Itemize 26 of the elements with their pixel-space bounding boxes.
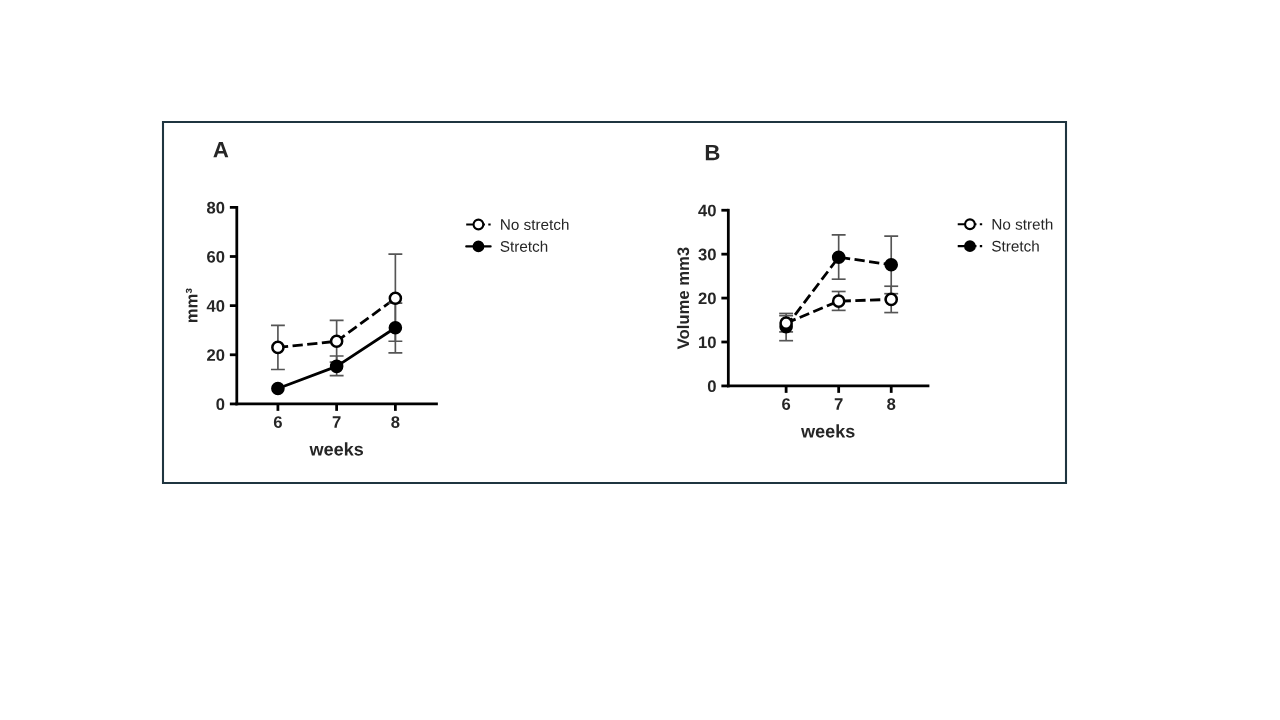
legend-label: No streth bbox=[992, 218, 1053, 230]
x-tick-label: 7 bbox=[332, 416, 341, 428]
y-tick-label: 40 bbox=[698, 204, 716, 217]
y-tick-label: 20 bbox=[207, 349, 225, 361]
legend-label: Stretch bbox=[500, 240, 548, 252]
y-tick-label: 0 bbox=[707, 380, 716, 393]
x-tick-label: 8 bbox=[887, 398, 896, 410]
legend-label: Stretch bbox=[992, 240, 1039, 252]
y-tick-label: 30 bbox=[698, 248, 716, 261]
chart-title: B bbox=[705, 144, 720, 161]
x-axis-title: weeks bbox=[309, 442, 364, 456]
y-tick-label: 60 bbox=[207, 250, 225, 263]
legend-label: No stretch bbox=[501, 218, 569, 230]
x-tick-label: 7 bbox=[834, 398, 843, 410]
y-tick-label: 10 bbox=[699, 336, 716, 349]
y-tick-label: 80 bbox=[206, 201, 225, 214]
y-axis-title: Volume mm3 bbox=[676, 247, 690, 350]
y-tick-label: 20 bbox=[698, 292, 716, 305]
y-tick-label: 0 bbox=[216, 398, 225, 411]
chart-title: A bbox=[213, 142, 229, 158]
y-axis-title: mm³ bbox=[185, 288, 198, 323]
x-tick-label: 8 bbox=[391, 416, 400, 428]
x-tick-label: 6 bbox=[782, 398, 791, 410]
x-axis-title: weeks bbox=[801, 424, 855, 438]
x-tick-label: 6 bbox=[273, 416, 282, 428]
y-tick-label: 40 bbox=[206, 300, 225, 312]
